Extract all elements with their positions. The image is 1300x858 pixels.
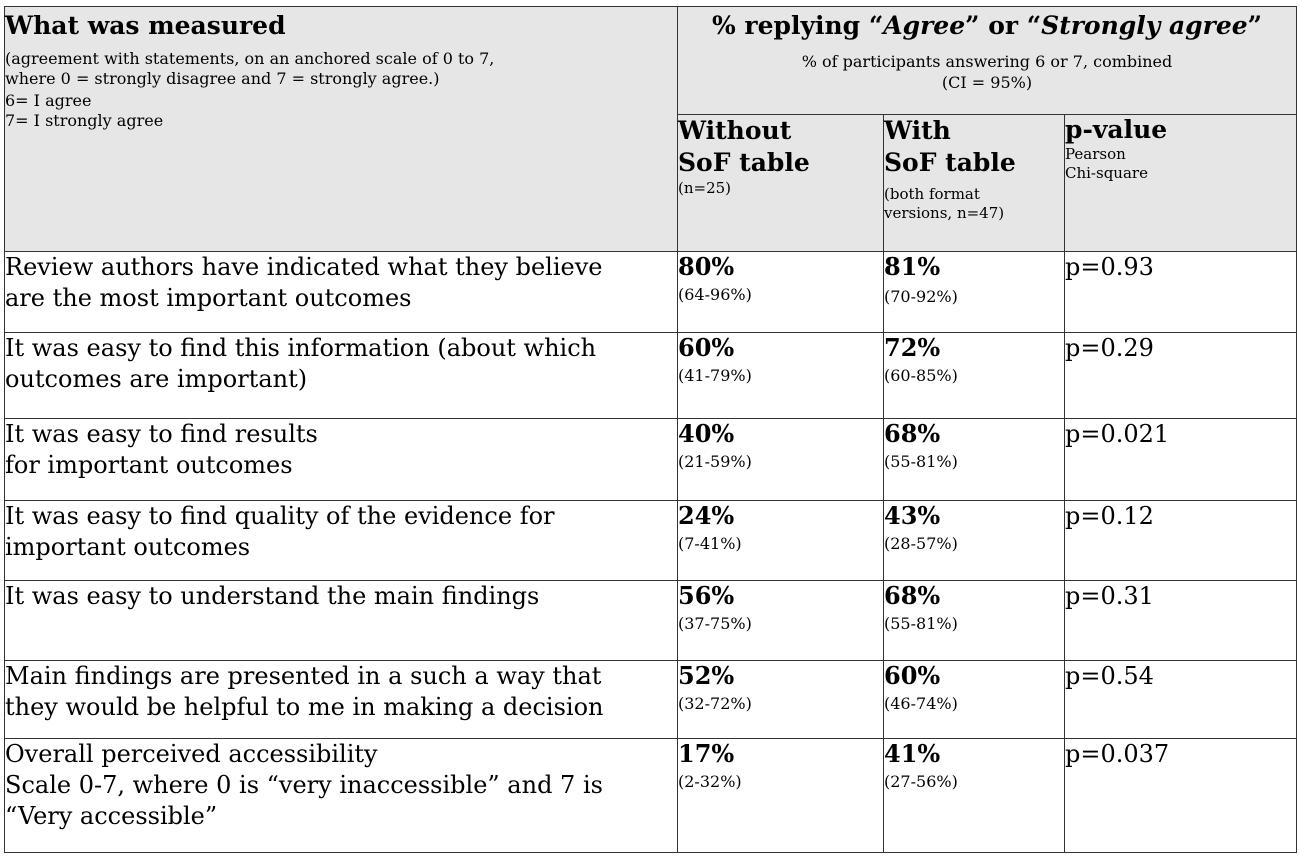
with-sof-ci: (55-81%) [884,452,958,471]
header-with-sof: With SoF table (both format versions, n=… [883,114,1065,252]
with-sof-cell: 68% (55-81%) [883,418,1065,501]
with-sof-ci: (27-56%) [884,772,958,791]
p-value-cell: p=0.54 [1064,660,1297,739]
statement-cell: Review authors have indicated what they … [4,251,678,333]
header-what-was-measured: What was measured (agreement with statem… [4,6,678,252]
results-table: What was measured (agreement with statem… [4,6,1297,853]
header-percent-agree: % replying “Agree” or “Strongly agree” %… [677,6,1297,115]
without-sof-ci: (37-75%) [678,614,752,633]
with-sof-cell: 60% (46-74%) [883,660,1065,739]
without-sof-percent: 52% [678,661,735,690]
without-sof-percent: 24% [678,501,735,530]
scale-6-label: 6= I agree [5,91,92,110]
statement-cell: It was easy to find this information (ab… [4,332,678,419]
with-sof-cell: 72% (60-85%) [883,332,1065,419]
without-sof-cell: 52% (32-72%) [677,660,884,739]
without-sof-percent: 17% [678,739,735,768]
table-row: Review authors have indicated what they … [4,251,1297,333]
without-sof-cell: 17% (2-32%) [677,738,884,853]
without-sof-ci: (21-59%) [678,452,752,471]
without-sof-percent: 56% [678,581,735,610]
without-sof-ci: (32-72%) [678,694,752,713]
with-sof-ci: (60-85%) [884,366,958,385]
with-sof-percent: 41% [884,739,941,768]
without-sof-ci: (7-41%) [678,534,742,553]
measured-description: (agreement with statements, on an anchor… [5,49,677,89]
with-sof-cell: 68% (55-81%) [883,580,1065,661]
without-sof-cell: 40% (21-59%) [677,418,884,501]
p-value-cell: p=0.037 [1064,738,1297,853]
percent-agree-subtitle: % of participants answering 6 or 7, comb… [678,51,1296,93]
without-sof-n: (n=25) [678,179,732,197]
table-row: It was easy to understand the main findi… [4,580,1297,661]
table-row: Overall perceived accessibility Scale 0-7… [4,738,1297,853]
without-sof-title: Without SoF table [678,116,810,177]
table-row: It was easy to find quality of the evide… [4,500,1297,581]
without-sof-percent: 40% [678,419,735,448]
p-value-test-note: Pearson Chi-square [1065,145,1148,182]
with-sof-cell: 43% (28-57%) [883,500,1065,581]
p-value-cell: p=0.93 [1064,251,1297,333]
statement-cell: It was easy to find quality of the evide… [4,500,678,581]
statement-cell: Overall perceived accessibility Scale 0-7… [4,738,678,853]
without-sof-ci: (2-32%) [678,772,742,791]
with-sof-n: (both format versions, n=47) [884,185,1005,222]
p-value-cell: p=0.12 [1064,500,1297,581]
without-sof-cell: 24% (7-41%) [677,500,884,581]
scale-7-label: 7= I strongly agree [5,111,164,130]
with-sof-ci: (55-81%) [884,614,958,633]
with-sof-percent: 68% [884,419,941,448]
header-p-value: p-value Pearson Chi-square [1064,114,1297,252]
without-sof-cell: 60% (41-79%) [677,332,884,419]
measured-description-line-2: where 0 = strongly disagree and 7 = stro… [5,69,440,88]
percent-agree-title: % replying “Agree” or “Strongly agree” [711,11,1263,40]
with-sof-ci: (46-74%) [884,694,958,713]
with-sof-percent: 81% [884,252,941,281]
without-sof-cell: 56% (37-75%) [677,580,884,661]
statement-cell: Main findings are presented in a such a … [4,660,678,739]
without-sof-ci: (64-96%) [678,285,752,304]
table-row: It was easy to find this information (ab… [4,332,1297,419]
p-value-cell: p=0.29 [1064,332,1297,419]
with-sof-cell: 41% (27-56%) [883,738,1065,853]
table-row: It was easy to find results for important… [4,418,1297,501]
scale-legend: 6= I agree 7= I strongly agree [5,91,677,131]
table-row: Main findings are presented in a such a … [4,660,1297,739]
measured-title: What was measured [5,11,286,40]
p-value-title: p-value [1065,115,1168,144]
without-sof-percent: 80% [678,252,735,281]
without-sof-cell: 80% (64-96%) [677,251,884,333]
with-sof-ci: (70-92%) [884,287,958,306]
with-sof-percent: 60% [884,661,941,690]
with-sof-ci: (28-57%) [884,534,958,553]
measured-description-line-1: (agreement with statements, on an anchor… [5,49,495,68]
p-value-cell: p=0.021 [1064,418,1297,501]
with-sof-title: With SoF table [884,116,1016,177]
confidence-interval-note: (CI = 95%) [941,73,1033,92]
statement-cell: It was easy to find results for important… [4,418,678,501]
header-without-sof: Without SoF table (n=25) [677,114,884,252]
statement-cell: It was easy to understand the main findi… [4,580,678,661]
with-sof-cell: 81% (70-92%) [883,251,1065,333]
without-sof-ci: (41-79%) [678,366,752,385]
p-value-cell: p=0.31 [1064,580,1297,661]
with-sof-percent: 43% [884,501,941,530]
without-sof-percent: 60% [678,333,735,362]
with-sof-percent: 68% [884,581,941,610]
with-sof-percent: 72% [884,333,941,362]
percent-agree-subtitle-line-1: % of participants answering 6 or 7, comb… [801,52,1173,71]
